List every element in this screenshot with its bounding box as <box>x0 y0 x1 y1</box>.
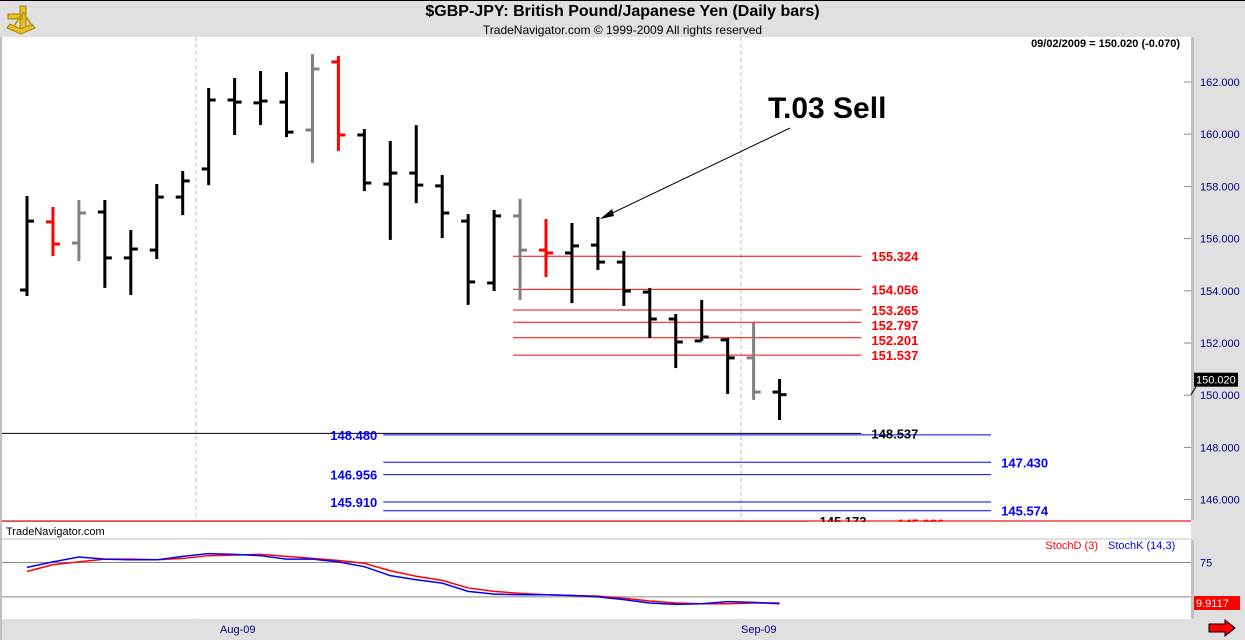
stoch-line-k <box>26 552 780 606</box>
price-level-label: 147.430 <box>1001 455 1048 470</box>
price-level-label: 155.324 <box>871 249 919 264</box>
last-price-label: 150.020 <box>1196 375 1236 387</box>
scroll-right-arrow-icon[interactable] <box>1208 618 1236 638</box>
chart-header: $GBP-JPY: British Pound/Japanese Yen (Da… <box>0 0 1245 37</box>
price-level-label: 152.201 <box>871 333 918 348</box>
ohlc-bar <box>175 171 190 216</box>
y-tick-label: 156.000 <box>1200 234 1240 246</box>
ohlc-bar <box>409 125 424 204</box>
legend-stochk: StochK (14,3) <box>1108 540 1175 552</box>
annotation-arrow <box>603 127 791 218</box>
price-level-label: 152.797 <box>871 318 918 333</box>
stoch-axis-border <box>1191 540 1194 619</box>
indicator-header <box>2 522 1191 538</box>
ohlc-bar <box>279 72 294 138</box>
signal-annotation: T.03 Sell <box>768 92 886 125</box>
x-label-sep: Sep-09 <box>741 624 776 636</box>
ohlc-bar <box>539 219 553 277</box>
price-level-label: 148.480 <box>330 428 377 443</box>
price-level-label: 145.574 <box>1001 504 1049 519</box>
ohlc-bar <box>331 55 346 151</box>
y-tick-label: 148.000 <box>1200 442 1240 454</box>
last-price-pointer <box>1190 386 1197 395</box>
ohlc-bar <box>590 216 605 270</box>
x-label-aug: Aug-09 <box>220 624 255 636</box>
ohlc-bar <box>564 222 579 304</box>
sextant-icon <box>6 5 36 35</box>
stoch-tick-label: 75 <box>1200 558 1212 570</box>
price-level-label: 151.537 <box>871 348 918 363</box>
ohlc-bar <box>642 287 657 339</box>
ohlc-bar <box>772 379 787 420</box>
ohlc-bar <box>71 199 86 262</box>
ohlc-bar <box>694 299 709 343</box>
ohlc-bar <box>201 88 216 186</box>
ohlc-bar <box>746 322 761 400</box>
y-tick-label: 146.000 <box>1200 495 1240 507</box>
price-level-label: 154.056 <box>871 282 918 297</box>
price-axis-border <box>1191 37 1194 520</box>
chart-subtitle: TradeNavigator.com © 1999-2009 All right… <box>482 23 763 37</box>
ohlc-bar <box>149 184 164 259</box>
last-price-box <box>1194 372 1238 387</box>
ohlc-bar <box>305 54 320 163</box>
watermark: TradeNavigator.com <box>6 526 105 538</box>
ohlc-bar <box>97 199 112 288</box>
ohlc-bar <box>123 229 138 295</box>
stochastic-panel <box>2 540 1191 619</box>
y-tick-label: 150.000 <box>1200 390 1240 402</box>
y-tick-label: 158.000 <box>1200 181 1240 193</box>
y-tick-label: 154.000 <box>1200 286 1240 298</box>
ohlc-bar <box>616 251 631 306</box>
price-readout: 09/02/2009 = 150.020 (-0.070) <box>1031 38 1180 50</box>
left-border <box>0 37 2 640</box>
ohlc-bar <box>357 128 372 192</box>
y-tick-label: 160.000 <box>1200 129 1240 141</box>
stoch-last-box <box>1194 596 1240 610</box>
ohlc-bar <box>253 71 268 126</box>
y-tick-label: 162.000 <box>1200 77 1240 89</box>
ohlc-bar <box>668 314 683 369</box>
arrowhead-icon <box>600 209 614 219</box>
price-level-label: 148.537 <box>871 426 918 441</box>
ohlc-bar <box>227 78 242 135</box>
ohlc-bar <box>383 140 398 240</box>
legend-stochd: StochD (3) <box>1045 540 1098 552</box>
stoch-last-label: 9.9117 <box>1196 598 1229 610</box>
ohlc-bar <box>513 198 528 300</box>
price-panel <box>2 37 1191 520</box>
ohlc-bar <box>720 338 735 394</box>
ohlc-bar <box>461 214 476 305</box>
price-level-label: 146.956 <box>330 468 377 483</box>
price-level-label: 145.910 <box>330 495 377 510</box>
price-level-label: 153.265 <box>871 303 918 318</box>
ohlc-bar <box>487 209 502 292</box>
ohlc-bar <box>435 174 450 239</box>
ohlc-bar <box>20 196 34 297</box>
chart-title: $GBP-JPY: British Pound/Japanese Yen (Da… <box>425 3 820 20</box>
y-tick-label: 152.000 <box>1200 338 1240 350</box>
ohlc-bar <box>45 207 60 257</box>
